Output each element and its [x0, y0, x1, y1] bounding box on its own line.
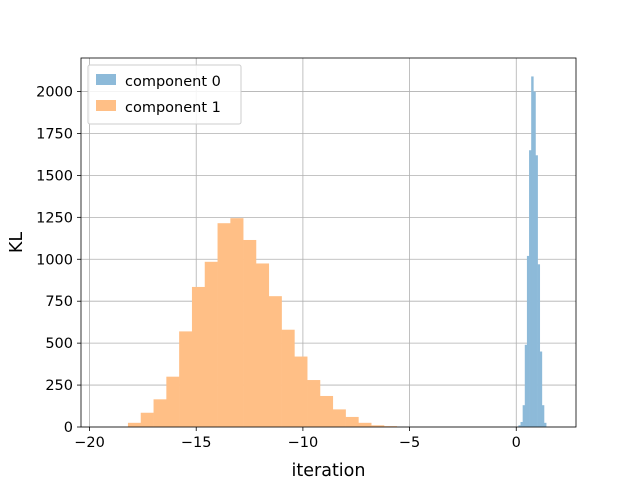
- legend-label-component-1: component 1: [125, 100, 221, 116]
- x-tick-label: −5: [399, 435, 420, 451]
- y-tick-label: 0: [64, 420, 73, 436]
- bar-component-0: [522, 405, 526, 427]
- histogram-bars: [127, 76, 547, 428]
- bar-component-0: [524, 344, 528, 427]
- bar-component-1: [127, 422, 142, 427]
- bar-component-1: [230, 218, 244, 427]
- bar-component-1: [166, 376, 180, 427]
- legend-box: [87, 64, 242, 125]
- bar-component-1: [255, 263, 270, 427]
- bar-component-1: [179, 331, 193, 427]
- y-tick-label: 500: [45, 336, 73, 352]
- bar-component-0: [518, 425, 521, 427]
- bar-component-1: [140, 412, 154, 427]
- bar-component-1: [383, 426, 398, 427]
- bar-component-1: [204, 261, 218, 427]
- bar-component-0: [535, 155, 538, 428]
- bar-component-1: [358, 422, 372, 427]
- bar-component-1: [345, 416, 359, 427]
- bar-component-1: [281, 329, 295, 427]
- bar-component-0: [526, 255, 530, 427]
- bar-component-0: [543, 422, 547, 427]
- bar-component-0: [537, 264, 541, 427]
- x-tick-label: −15: [181, 435, 212, 451]
- legend-label-component-0: component 0: [125, 74, 221, 90]
- y-axis-label: KL: [7, 232, 27, 253]
- bar-component-1: [191, 286, 206, 427]
- x-axis-label: iteration: [292, 461, 366, 480]
- bar-component-0: [533, 91, 536, 427]
- bar-component-1: [217, 223, 231, 427]
- x-tick-label: −10: [288, 435, 319, 451]
- x-tick-label: 0: [512, 435, 521, 451]
- y-axis-ticks: 0 250 500 750 1000 1250 1500 1750 2000: [36, 85, 81, 436]
- plot-frame: [80, 57, 577, 428]
- x-axis-ticks: −20 −15 −10 −5 0: [74, 427, 521, 451]
- legend-swatch-component-1: [96, 100, 116, 111]
- y-tick-label: 1500: [36, 168, 73, 184]
- legend: component 0 component 1: [87, 64, 242, 125]
- bar-component-1: [307, 380, 321, 427]
- y-tick-label: 1250: [36, 210, 73, 226]
- bar-component-0: [539, 351, 543, 427]
- bar-component-0: [520, 421, 523, 427]
- bar-component-0: [531, 76, 534, 427]
- y-tick-label: 1000: [36, 252, 73, 268]
- legend-swatch-component-0: [96, 74, 116, 85]
- bar-component-1: [319, 395, 334, 427]
- bar-component-1: [332, 409, 346, 427]
- y-tick-label: 1750: [36, 126, 73, 142]
- y-tick-label: 750: [45, 294, 73, 310]
- bar-component-1: [153, 399, 167, 427]
- bar-component-1: [243, 239, 257, 427]
- y-tick-label: 250: [45, 378, 73, 394]
- bar-component-1: [268, 296, 282, 427]
- bar-component-1: [371, 425, 385, 427]
- bar-component-0: [529, 150, 532, 427]
- x-tick-label: −20: [74, 435, 105, 451]
- bar-component-1: [294, 356, 308, 427]
- bar-component-0: [541, 405, 545, 427]
- y-tick-label: 2000: [36, 85, 73, 101]
